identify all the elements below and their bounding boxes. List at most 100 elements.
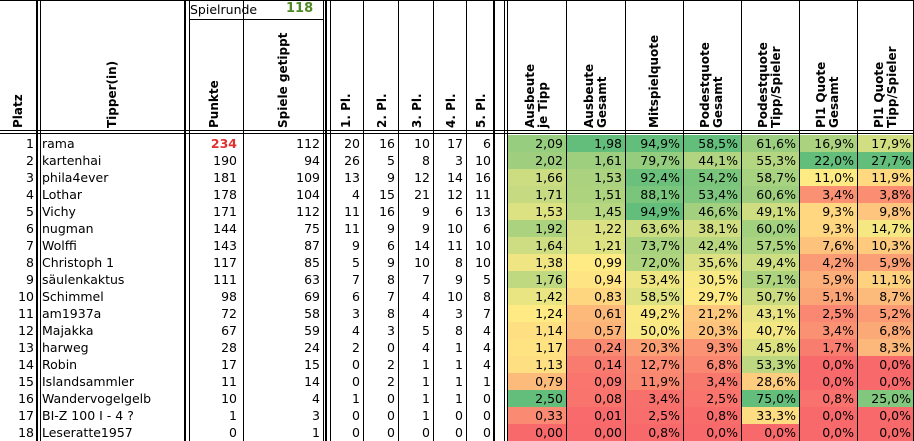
header-platz-line1: Platz bbox=[11, 94, 25, 128]
cell-m6: 7,6% bbox=[799, 237, 857, 254]
cell-p1: 26 bbox=[344, 153, 360, 168]
cell-m3: 58,5% bbox=[625, 288, 683, 305]
cell-m5: 49,1% bbox=[741, 203, 799, 220]
round-value: 118 bbox=[286, 1, 314, 16]
cell-name: säulenkaktus bbox=[42, 272, 125, 287]
cell-p5: 4 bbox=[483, 323, 491, 338]
cell-m3: 53,4% bbox=[625, 271, 683, 288]
cell-p3: 9 bbox=[422, 221, 430, 236]
cell-p1: 9 bbox=[352, 238, 360, 253]
header-punkte-line1: Punkte bbox=[207, 80, 221, 128]
cell-m2: 1,61 bbox=[566, 152, 625, 169]
cell-m6: 9,3% bbox=[799, 203, 857, 220]
header-p4: 4. Pl. bbox=[436, 20, 466, 132]
cell-spiele: 14 bbox=[304, 374, 320, 389]
cell-m7: 5,2% bbox=[857, 305, 914, 322]
cell-m5: 43,1% bbox=[741, 305, 799, 322]
header-metric-2-line2: Gesamt bbox=[594, 76, 609, 128]
header-metric-4-text: Podestquote Gesamt bbox=[698, 42, 725, 128]
header-punkte: Punkte bbox=[189, 20, 240, 132]
header-tipper-line1: Tipper(in) bbox=[105, 60, 119, 128]
header-metric-6-line2: Gesamt bbox=[827, 76, 841, 128]
cell-m3: 49,2% bbox=[625, 305, 683, 322]
header-punkte-text: Punkte bbox=[207, 80, 221, 128]
cell-platz: 6 bbox=[26, 221, 34, 236]
cell-name: kartenhai bbox=[42, 153, 102, 168]
grid-vline bbox=[323, 0, 324, 441]
cell-spiele: 15 bbox=[304, 357, 320, 372]
header-metric-5-line1: Podestquote bbox=[756, 42, 770, 128]
cell-p2: 8 bbox=[387, 306, 395, 321]
cell-p3: 12 bbox=[414, 170, 430, 185]
cell-p3: 10 bbox=[414, 136, 430, 151]
cell-p4: 8 bbox=[455, 255, 463, 270]
cell-m7: 6,8% bbox=[857, 322, 914, 339]
cell-m5: 57,1% bbox=[741, 271, 799, 288]
cell-m5: 57,5% bbox=[741, 237, 799, 254]
cell-p5: 10 bbox=[475, 238, 491, 253]
header-tipper-text: Tipper(in) bbox=[105, 60, 119, 128]
cell-m3: 50,0% bbox=[625, 322, 683, 339]
cell-m2: 0,08 bbox=[566, 390, 625, 407]
cell-p1: 0 bbox=[352, 374, 360, 389]
cell-p4: 1 bbox=[455, 391, 463, 406]
cell-punkte: 1 bbox=[229, 408, 237, 423]
grid-vline bbox=[398, 0, 399, 441]
header-metric-1: Ausbeute je Tipp bbox=[507, 20, 566, 132]
cell-m1: 1,14 bbox=[507, 322, 566, 339]
cell-p4: 0 bbox=[455, 425, 463, 440]
cell-m6: 0,0% bbox=[799, 356, 857, 373]
cell-spiele: 94 bbox=[304, 153, 320, 168]
cell-m3: 73,7% bbox=[625, 237, 683, 254]
cell-m2: 0,24 bbox=[566, 339, 625, 356]
cell-p2: 2 bbox=[387, 357, 395, 372]
cell-p4: 10 bbox=[447, 221, 463, 236]
cell-m7: 0,0% bbox=[857, 407, 914, 424]
cell-m4: 0,8% bbox=[683, 407, 741, 424]
cell-p2: 0 bbox=[387, 425, 395, 440]
cell-m5: 33,3% bbox=[741, 407, 799, 424]
cell-m6: 5,9% bbox=[799, 271, 857, 288]
cell-p5: 16 bbox=[475, 170, 491, 185]
cell-m2: 0,01 bbox=[566, 407, 625, 424]
cell-m6: 0,0% bbox=[799, 373, 857, 390]
header-metric-6: Pl1 Quote Gesamt bbox=[799, 20, 857, 132]
cell-m6: 0,0% bbox=[799, 424, 857, 441]
cell-p2: 3 bbox=[387, 323, 395, 338]
grid-vline bbox=[504, 0, 505, 441]
cell-name: Wandervogelgelb bbox=[42, 391, 152, 406]
cell-p3: 1 bbox=[422, 357, 430, 372]
cell-platz: 15 bbox=[18, 374, 34, 389]
header-p5-text: 5. Pl. bbox=[474, 93, 488, 128]
cell-m6: 22,0% bbox=[799, 152, 857, 169]
cell-m4: 46,6% bbox=[683, 203, 741, 220]
cell-p4: 0 bbox=[455, 408, 463, 423]
grid-vline bbox=[566, 0, 567, 441]
cell-m3: 72,0% bbox=[625, 254, 683, 271]
cell-p2: 9 bbox=[387, 255, 395, 270]
cell-punkte: 181 bbox=[213, 170, 237, 185]
cell-name: Leseratte1957 bbox=[42, 425, 133, 440]
header-spiele: Spiele getippt bbox=[243, 20, 323, 132]
cell-m4: 20,3% bbox=[683, 322, 741, 339]
cell-punkte: 0 bbox=[229, 425, 237, 440]
header-metric-3: Mitspielquote bbox=[625, 20, 683, 132]
cell-platz: 4 bbox=[26, 187, 34, 202]
cell-m4: 42,4% bbox=[683, 237, 741, 254]
cell-m1: 1,92 bbox=[507, 220, 566, 237]
cell-m5: 75,0% bbox=[741, 390, 799, 407]
grid-vline bbox=[741, 0, 742, 441]
cell-name: Robin bbox=[42, 357, 78, 372]
header-metric-1-text: Ausbeute je Tipp bbox=[523, 64, 550, 128]
cell-m7: 27,7% bbox=[857, 152, 914, 169]
cell-m7: 5,9% bbox=[857, 254, 914, 271]
cell-m6: 3,4% bbox=[799, 186, 857, 203]
header-metric-7-line1: Pl1 Quote bbox=[871, 61, 886, 128]
header-metric-4-line2: Gesamt bbox=[711, 76, 725, 128]
cell-p5: 4 bbox=[483, 340, 491, 355]
cell-p4: 9 bbox=[455, 272, 463, 287]
header-p1: 1. Pl. bbox=[330, 20, 363, 132]
cell-punkte: 144 bbox=[213, 221, 237, 236]
header-spiele-text: Spiele getippt bbox=[276, 33, 290, 128]
grid-vline-thick bbox=[493, 0, 495, 441]
